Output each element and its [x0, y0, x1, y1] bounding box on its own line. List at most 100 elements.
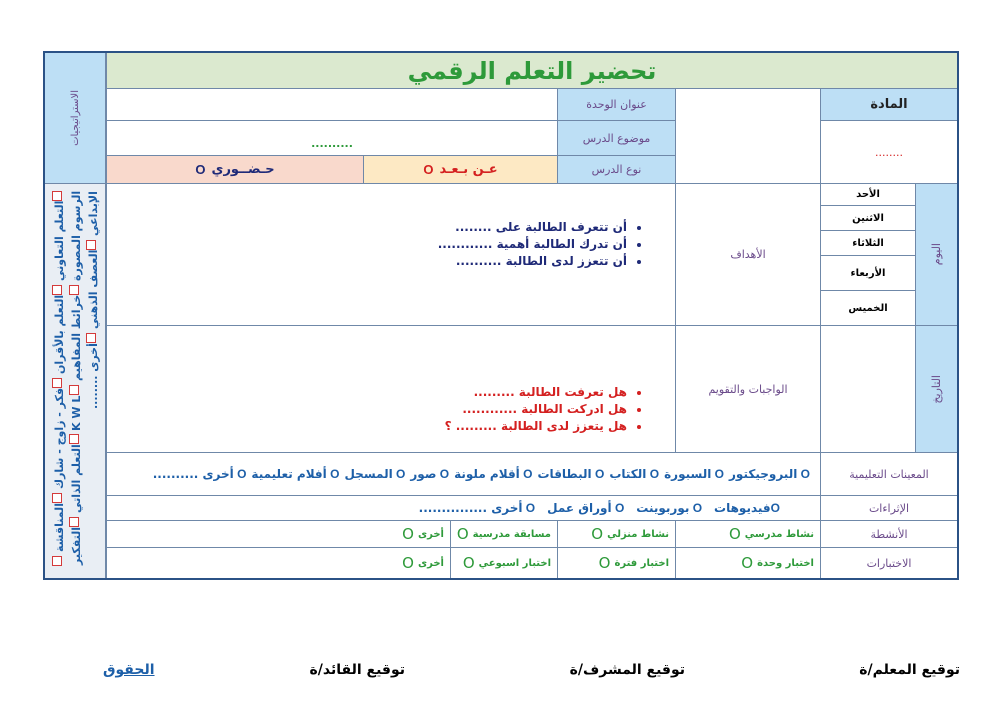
objective-item: أن تدرك الطالبة أهمية ............ [438, 236, 627, 253]
day-thursday[interactable]: الخميس [820, 290, 916, 326]
strategy-label: التعلم التعاوني [52, 201, 66, 282]
strategy-item[interactable]: K W L [68, 385, 83, 431]
activity-home[interactable]: نشاط منزلي O [557, 520, 676, 548]
homework-item: هل تعرفت الطالبة ......... [445, 384, 627, 401]
strategy-label: التعلم بالأقران [52, 295, 66, 375]
teacher-signature: توقيع المعلم/ة [859, 662, 960, 678]
strategy-item[interactable]: التعلم الذاتي [68, 434, 83, 514]
strategy-label: التعلم الذاتي [69, 444, 83, 514]
subject-value[interactable]: ........ [820, 120, 958, 184]
enrichment-option[interactable]: O أوراق عمل [547, 501, 625, 515]
enrichment-label: الإثراءات [820, 495, 958, 521]
tests-label: الاختبارات [820, 547, 958, 579]
objective-item: أن تتعرف الطالبة على ........ [438, 219, 627, 236]
day-monday[interactable]: الاثنين [820, 205, 916, 231]
remote-label: عـن بـعـد [439, 162, 498, 177]
date-field[interactable] [820, 325, 916, 453]
test-unit[interactable]: اختبار وحدة O [675, 547, 821, 579]
radio-icon[interactable]: O [423, 162, 434, 177]
strategy-item[interactable]: التعلم التعاوني [51, 191, 66, 282]
radio-icon[interactable]: O [195, 162, 206, 177]
aid-option[interactable]: O أقلام ملونة [454, 467, 533, 481]
day-label-text: اليوم [930, 243, 943, 266]
date-label-text: التاريخ [930, 374, 943, 404]
strategy-label: K W L [69, 395, 83, 431]
date-label: التاريخ [915, 325, 958, 453]
activity-other[interactable]: أخرى O [106, 520, 451, 548]
enrichment-content: Oفيديوهات O بوربوينت O أوراق عمل O أخرى … [106, 495, 821, 521]
day-label: اليوم [915, 183, 958, 326]
strategy-item[interactable]: المناقشة [51, 493, 66, 553]
strategy-label: أخرى ........ [86, 342, 100, 409]
aid-option[interactable]: O أفلام تعليمية [251, 467, 340, 481]
rights-link[interactable]: الحقوق [103, 662, 155, 678]
homework-content[interactable]: هل تعرفت الطالبة .........هل ادركت الطال… [106, 325, 676, 453]
strategy-item[interactable]: خرائط المفاهيم [68, 285, 83, 382]
aid-option[interactable]: O أخرى .......... [152, 467, 247, 481]
lesson-topic-label: موضوع الدرس [557, 120, 676, 156]
activity-school[interactable]: نشاط مدرسي O [675, 520, 821, 548]
homework-item: هل يتعزز لدى الطالبة ......... ؟ [445, 418, 627, 435]
activity-competition[interactable]: مسابقة مدرسية O [450, 520, 558, 548]
checkbox[interactable] [51, 493, 62, 504]
checkbox[interactable] [51, 285, 62, 296]
objectives-content[interactable]: أن تتعرف الطالبة على ........أن تدرك الط… [106, 183, 676, 326]
checkbox[interactable] [85, 332, 96, 343]
page-title-cell: تحضير التعلم الرقمي [106, 52, 958, 89]
checkbox[interactable] [68, 434, 79, 445]
unit-title-label: عنوان الوحدة [557, 88, 676, 121]
blank-cell [675, 88, 821, 184]
strategy-label: العصف الذهني [86, 249, 100, 330]
homework-item: هل ادركت الطالبة ............ [445, 401, 627, 418]
day-wednesday[interactable]: الأربعاء [820, 255, 916, 291]
test-period[interactable]: اختبار فترة O [557, 547, 676, 579]
test-weekly[interactable]: اختبار اسبوعي O [450, 547, 558, 579]
strategies-list: التعلم التعاوني التعلم بالأقران فكر - زا… [44, 183, 106, 579]
strategy-label: المناقشة [52, 503, 66, 553]
aid-option[interactable]: O البروجيكتور [729, 467, 810, 481]
enrichment-option[interactable]: O بوربوينت [636, 501, 703, 515]
in-person-label: حـضــوري [211, 162, 275, 177]
lesson-type-in-person[interactable]: حـضــوري O [106, 155, 364, 184]
checkbox[interactable] [51, 378, 62, 389]
enrichment-option[interactable]: Oفيديوهات [714, 501, 780, 515]
lesson-type-remote[interactable]: عـن بـعـد O [363, 155, 558, 184]
strategy-item[interactable]: التعلم بالأقران [51, 285, 66, 375]
aid-option[interactable]: O المسجل [344, 467, 406, 481]
checkbox[interactable] [68, 385, 79, 396]
strategies-header: الاستراتيجيات [44, 52, 106, 184]
supervisor-signature: توقيع المشرف/ة [569, 662, 685, 678]
page-title: تحضير التعلم الرقمي [407, 56, 657, 85]
day-tuesday[interactable]: الثلاثاء [820, 230, 916, 256]
strategy-item[interactable]: فكر - زاوج - شارك [51, 378, 66, 490]
aids-content: O البروجيكتور O السبورة O الكتاب O البطا… [106, 452, 821, 496]
enrichment-option[interactable]: O أخرى ............... [418, 501, 536, 515]
leader-signature: توقيع القائد/ة [309, 662, 405, 678]
day-sunday[interactable]: الأحد [820, 183, 916, 206]
aid-option[interactable]: O البطاقات [537, 467, 605, 481]
objectives-label: الأهداف [675, 183, 821, 326]
strategy-item[interactable]: العصف الذهني [85, 239, 100, 330]
checkbox[interactable] [68, 285, 79, 296]
strategy-label: الرسوم المصورة [69, 191, 83, 282]
lesson-topic-field[interactable]: .......... [106, 120, 558, 156]
activities-label: الأنشطة [820, 520, 958, 548]
aids-label: المعينات التعليمية [820, 452, 958, 496]
strategy-label: فكر - زاوج - شارك [52, 388, 66, 490]
test-other[interactable]: أخرى O [106, 547, 451, 579]
strategy-item[interactable]: أخرى ........ [85, 332, 100, 409]
strategy-label: خرائط المفاهيم [69, 295, 83, 382]
aid-option[interactable]: O السبورة [664, 467, 725, 481]
checkbox[interactable] [51, 191, 62, 201]
subject-label: المادة [820, 88, 958, 121]
lesson-type-label: نوع الدرس [557, 155, 676, 184]
aid-option[interactable]: O صور [410, 467, 450, 481]
checkbox[interactable] [85, 239, 96, 250]
checkbox[interactable] [68, 517, 79, 528]
objective-item: أن تتعزز لدى الطالبة .......... [438, 253, 627, 270]
strategies-header-label: الاستراتيجيات [69, 90, 81, 146]
checkbox[interactable] [51, 556, 62, 567]
aid-option[interactable]: O الكتاب [609, 467, 660, 481]
unit-title-field[interactable] [106, 88, 558, 121]
homework-label: الواجبات والتقويم [675, 325, 821, 453]
